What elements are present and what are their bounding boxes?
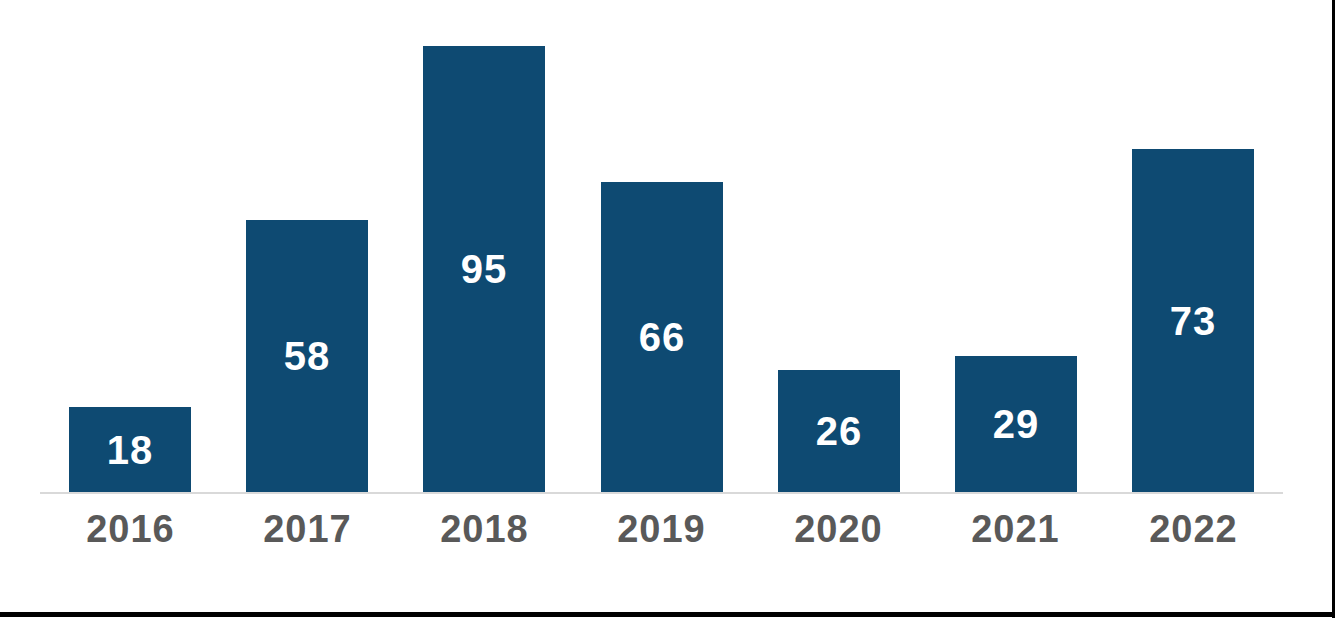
bar-chart-plot-area: 18 2016 58 2017 95 2018 66 2019 26 2020 29 2021 73 20… bbox=[0, 0, 1335, 618]
x-axis-tick-label: 2018 bbox=[396, 508, 573, 551]
bar-chart-canvas: 18 2016 58 2017 95 2018 66 2019 26 2020 29 2021 73 20… bbox=[0, 0, 1335, 618]
x-axis-line bbox=[40, 492, 1283, 494]
bar-value-label: 29 bbox=[993, 404, 1040, 444]
bar-2020: 26 bbox=[778, 370, 900, 492]
bar-value-label: 26 bbox=[816, 411, 863, 451]
x-axis-tick-label: 2016 bbox=[42, 508, 219, 551]
x-axis-tick-label: 2019 bbox=[573, 508, 750, 551]
bottom-frame-border bbox=[0, 612, 1335, 617]
bar-value-label: 18 bbox=[107, 430, 154, 470]
x-axis-tick-label: 2017 bbox=[219, 508, 396, 551]
bar-value-label: 95 bbox=[461, 249, 508, 289]
bar-2019: 66 bbox=[601, 182, 723, 492]
x-axis-tick-label: 2021 bbox=[927, 508, 1104, 551]
bar-value-label: 58 bbox=[284, 336, 331, 376]
bar-value-label: 66 bbox=[639, 317, 686, 357]
bar-2016: 18 bbox=[69, 407, 191, 492]
x-axis-tick-label: 2022 bbox=[1105, 508, 1282, 551]
bar-2021: 29 bbox=[955, 356, 1077, 492]
x-axis-tick-label: 2020 bbox=[750, 508, 927, 551]
bar-value-label: 73 bbox=[1170, 301, 1217, 341]
bar-2017: 58 bbox=[246, 220, 368, 492]
bar-2018: 95 bbox=[423, 46, 545, 492]
bar-2022: 73 bbox=[1132, 149, 1254, 492]
